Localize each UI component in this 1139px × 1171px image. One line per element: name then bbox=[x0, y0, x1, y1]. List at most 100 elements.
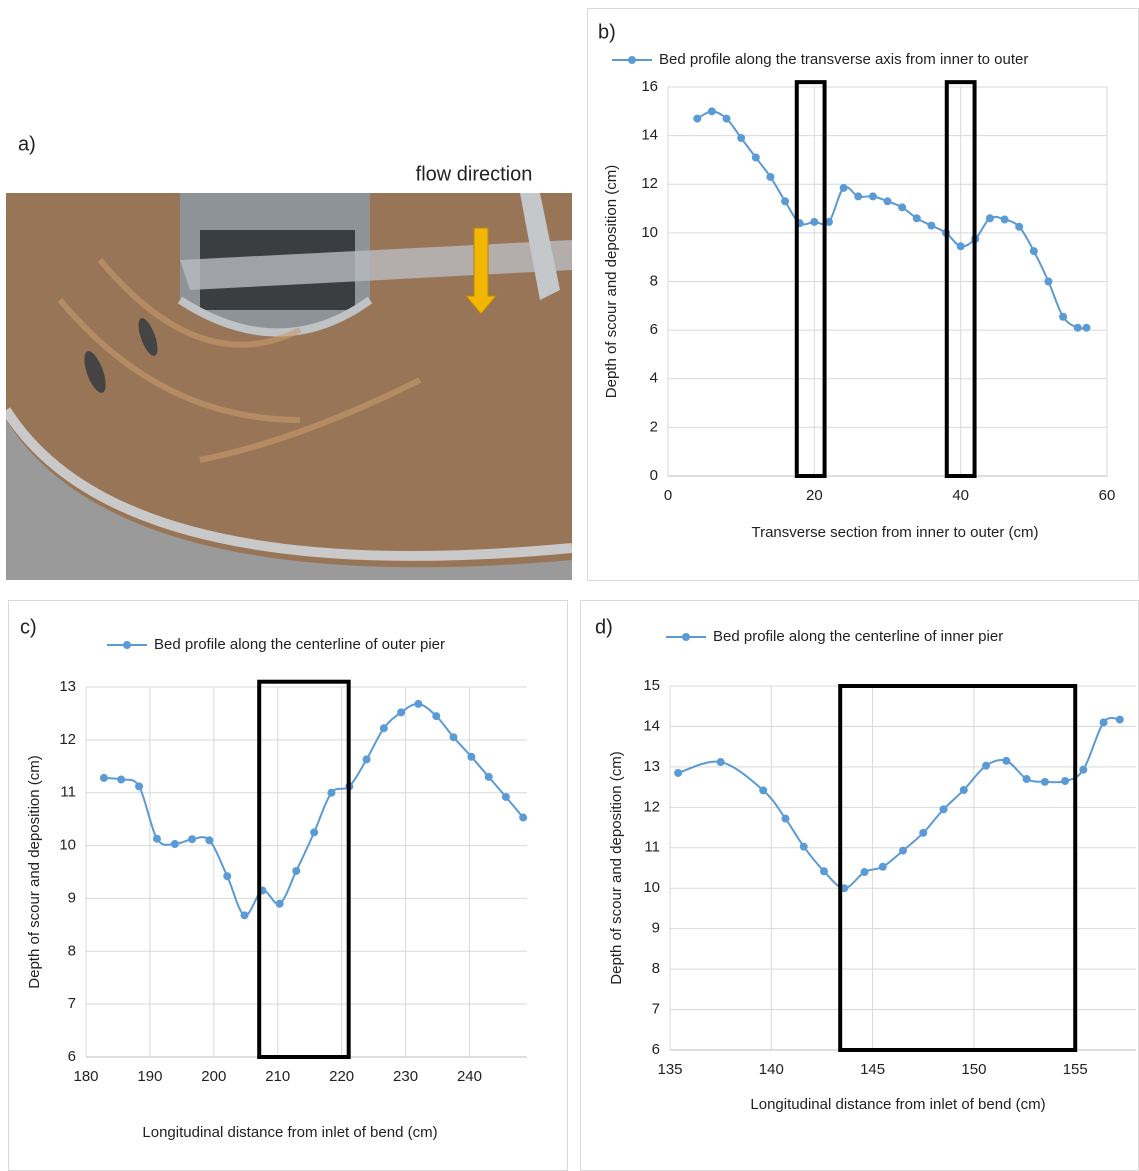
data-point bbox=[766, 172, 775, 181]
highlight-box bbox=[838, 684, 1078, 1052]
data-point bbox=[152, 834, 161, 843]
data-line bbox=[103, 702, 524, 917]
legend-label: Bed profile along the centerline of inne… bbox=[713, 628, 1003, 645]
data-point bbox=[781, 814, 790, 823]
legend-marker bbox=[628, 56, 636, 64]
data-point bbox=[310, 828, 319, 837]
y-tick-label: 9 bbox=[652, 920, 660, 937]
data-point bbox=[840, 884, 849, 893]
data-point bbox=[432, 712, 441, 721]
data-point bbox=[1073, 323, 1082, 332]
y-axis-title: Depth of scour and deposition (cm) bbox=[603, 165, 620, 398]
x-tick-label: 190 bbox=[137, 1068, 162, 1085]
data-point bbox=[919, 828, 928, 837]
x-tick-label: 140 bbox=[759, 1061, 784, 1078]
x-tick-label: 230 bbox=[393, 1068, 418, 1085]
data-point bbox=[292, 866, 301, 875]
data-point bbox=[819, 867, 828, 876]
data-point bbox=[868, 192, 877, 201]
y-tick-label: 14 bbox=[643, 717, 660, 734]
data-point bbox=[379, 724, 388, 733]
data-point bbox=[860, 868, 869, 877]
y-tick-label: 8 bbox=[650, 272, 658, 289]
y-tick-label: 6 bbox=[650, 321, 658, 338]
data-point bbox=[751, 153, 760, 162]
x-tick-label: 60 bbox=[1099, 487, 1116, 504]
x-axis-title: Longitudinal distance from inlet of bend… bbox=[142, 1124, 437, 1141]
panel-label: c) bbox=[20, 616, 37, 638]
y-tick-label: 14 bbox=[641, 127, 658, 144]
data-point bbox=[927, 221, 936, 230]
data-point bbox=[737, 134, 746, 143]
data-point bbox=[898, 203, 907, 212]
data-point bbox=[240, 911, 249, 920]
data-point bbox=[1040, 777, 1049, 786]
y-tick-label: 9 bbox=[68, 889, 76, 906]
y-tick-label: 7 bbox=[68, 995, 76, 1012]
x-tick-label: 135 bbox=[657, 1061, 682, 1078]
data-point bbox=[1029, 247, 1038, 256]
data-point bbox=[327, 788, 336, 797]
data-point bbox=[883, 197, 892, 206]
x-tick-label: 155 bbox=[1063, 1061, 1088, 1078]
panel-frame bbox=[8, 600, 568, 1171]
data-point bbox=[1082, 323, 1091, 332]
data-point bbox=[759, 786, 768, 795]
y-tick-label: 6 bbox=[652, 1041, 660, 1058]
data-point bbox=[939, 805, 948, 814]
data-point bbox=[1022, 775, 1031, 784]
y-tick-label: 8 bbox=[652, 960, 660, 977]
y-tick-label: 12 bbox=[643, 798, 660, 815]
y-tick-label: 7 bbox=[652, 1001, 660, 1018]
data-point bbox=[707, 107, 716, 116]
data-point bbox=[956, 242, 965, 251]
legend-label: Bed profile along the centerline of oute… bbox=[154, 636, 445, 653]
data-point bbox=[716, 758, 725, 767]
data-line bbox=[696, 110, 1087, 330]
y-tick-label: 11 bbox=[644, 839, 660, 856]
y-tick-label: 13 bbox=[643, 758, 660, 775]
x-tick-label: 210 bbox=[265, 1068, 290, 1085]
legend-label: Bed profile along the transverse axis fr… bbox=[659, 51, 1028, 68]
legend-marker bbox=[682, 633, 690, 641]
data-point bbox=[1015, 222, 1024, 231]
data-point bbox=[414, 699, 423, 708]
highlight-box bbox=[794, 80, 827, 478]
data-point bbox=[839, 183, 848, 192]
data-point bbox=[982, 761, 991, 770]
data-point bbox=[449, 733, 458, 742]
data-point bbox=[205, 836, 214, 845]
y-tick-label: 4 bbox=[650, 370, 658, 387]
x-tick-label: 240 bbox=[457, 1068, 482, 1085]
x-tick-label: 20 bbox=[806, 487, 823, 504]
panel-label: b) bbox=[598, 21, 616, 43]
data-point bbox=[99, 773, 108, 782]
data-point bbox=[810, 217, 819, 226]
data-point bbox=[912, 214, 921, 223]
data-point bbox=[484, 772, 493, 781]
x-tick-label: 180 bbox=[73, 1068, 98, 1085]
panel-label: d) bbox=[595, 616, 613, 638]
x-tick-label: 200 bbox=[201, 1068, 226, 1085]
data-point bbox=[1002, 756, 1011, 765]
data-point bbox=[824, 217, 833, 226]
data-point bbox=[1061, 777, 1070, 786]
data-point bbox=[781, 197, 790, 206]
data-point bbox=[1115, 715, 1124, 724]
y-tick-label: 10 bbox=[641, 224, 658, 241]
data-point bbox=[674, 768, 683, 777]
data-point bbox=[799, 842, 808, 851]
data-point bbox=[1099, 718, 1108, 727]
y-tick-label: 10 bbox=[59, 837, 76, 854]
data-point bbox=[1000, 215, 1009, 224]
y-axis-title: Depth of scour and deposition (cm) bbox=[26, 755, 43, 988]
data-point bbox=[878, 862, 887, 871]
x-tick-label: 145 bbox=[860, 1061, 885, 1078]
y-tick-label: 6 bbox=[68, 1048, 76, 1065]
data-point bbox=[722, 114, 731, 123]
highlight-box bbox=[257, 679, 351, 1059]
data-point bbox=[1044, 277, 1053, 286]
data-point bbox=[854, 192, 863, 201]
y-tick-label: 0 bbox=[650, 467, 658, 484]
